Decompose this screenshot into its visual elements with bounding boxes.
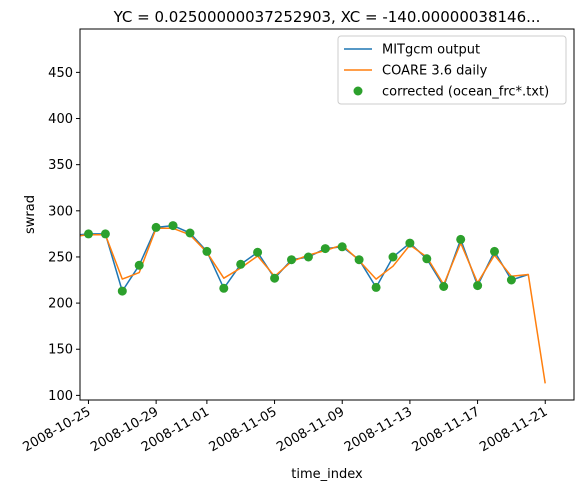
data-point-corrected-ocean-frc-txt [219,283,229,293]
legend: MITgcm output COARE 3.6 daily corrected (o… [337,35,567,105]
y-tick-label: 200 [48,297,73,312]
data-point-corrected-ocean-frc-txt [168,221,178,231]
data-point-corrected-ocean-frc-txt [422,254,432,264]
x-axis-label: time_index [291,467,363,482]
y-tick-label: 350 [48,158,73,173]
data-point-corrected-ocean-frc-txt [67,144,76,153]
y-tick-label: 150 [48,343,73,358]
data-point-corrected-ocean-frc-txt [405,238,415,248]
x-tick-label: 2008-11-05 [207,404,280,455]
x-tick-label: 2008-10-25 [21,404,94,455]
legend-entry-coare-3-6-daily: COARE 3.6 daily [382,64,488,79]
data-point-corrected-ocean-frc-txt [337,242,347,252]
data-point-corrected-ocean-frc-txt [490,246,499,256]
data-point-corrected-ocean-frc-txt [117,286,127,296]
data-point-corrected-ocean-frc-txt [371,282,381,292]
x-tick-label: 2008-11-13 [342,404,415,455]
data-point-corrected-ocean-frc-txt [473,281,483,291]
data-point-corrected-ocean-frc-txt [506,275,516,285]
data-point-corrected-ocean-frc-txt [287,255,296,265]
data-point-corrected-ocean-frc-txt [456,234,466,244]
legend-swatch-corrected-ocean-frc-txt [353,86,363,96]
legend-entry-mitgcm-output: MITgcm output [382,43,480,58]
legend-entry-corrected-ocean-frc-txt: corrected (ocean_frc*.txt) [382,85,549,100]
y-tick-label: 450 [48,66,73,81]
data-point-corrected-ocean-frc-txt [185,228,195,238]
chart-title: YC = 0.02500000037252903, XC = -140.0000… [113,8,541,26]
y-tick-label: 250 [48,250,73,265]
plot-frame [79,28,575,401]
data-point-corrected-ocean-frc-txt [253,247,263,257]
y-tick-label: 300 [48,204,73,219]
data-point-corrected-ocean-frc-txt [270,273,280,283]
y-tick-label: 400 [48,112,73,127]
data-point-corrected-ocean-frc-txt [439,282,449,291]
data-point-corrected-ocean-frc-txt [388,252,398,262]
legend-box [337,35,567,105]
data-point-corrected-ocean-frc-txt [100,229,110,239]
data-point-corrected-ocean-frc-txt [134,260,144,270]
x-tick-label: 2008-11-17 [410,404,483,455]
data-point-corrected-ocean-frc-txt [84,229,93,239]
data-point-corrected-ocean-frc-txt [202,246,212,256]
data-point-corrected-ocean-frc-txt [303,252,313,262]
data-point-corrected-ocean-frc-txt [354,255,364,265]
y-tick-label: 100 [48,389,73,404]
x-tick-label: 2008-11-21 [477,404,550,455]
series-line-coare-3-6-daily [80,227,546,384]
x-tick-label: 2008-11-09 [274,404,347,455]
data-point-corrected-ocean-frc-txt [151,222,161,232]
data-point-corrected-ocean-frc-txt [320,244,330,254]
y-axis-label: swrad [23,195,38,234]
data-point-corrected-ocean-frc-txt [236,259,246,269]
